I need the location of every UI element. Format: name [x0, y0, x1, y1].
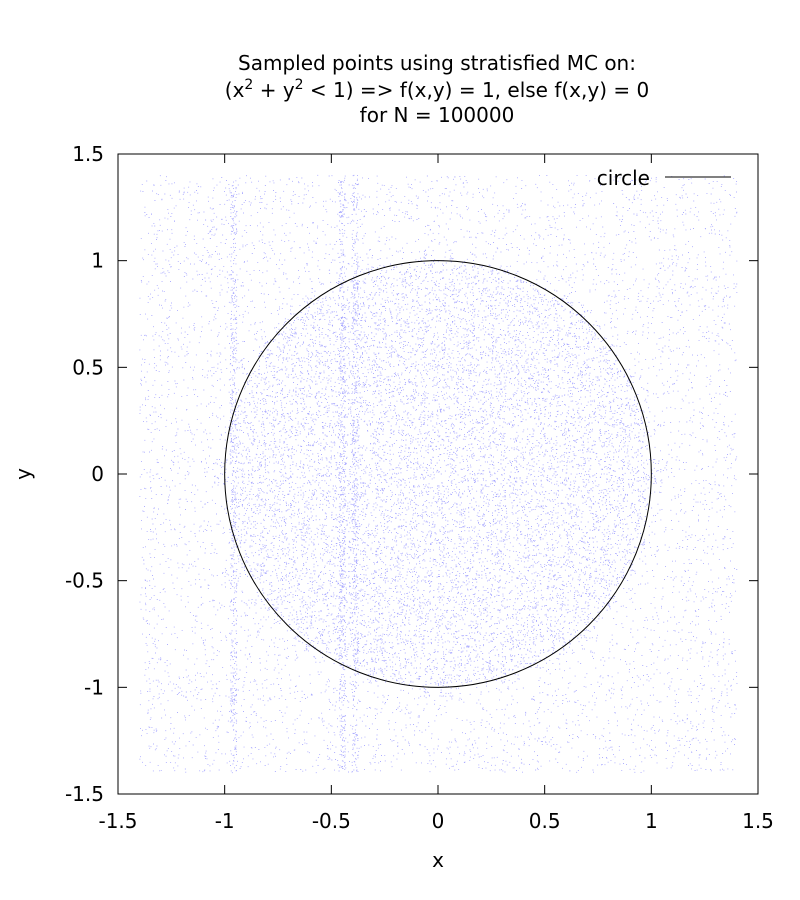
sample-points: [139, 174, 738, 774]
x-tick-label: 0.5: [529, 809, 561, 833]
y-tick-label: 0: [91, 462, 104, 486]
x-tick-label: 1: [645, 809, 658, 833]
y-axis-label: y: [11, 468, 35, 480]
title-line-2-part-3: < 1) => f(x,y) = 1, else f(x,y) = 0: [304, 78, 650, 102]
x-axis-label: x: [432, 848, 444, 872]
y-tick-label: 0.5: [72, 355, 104, 379]
y-tick-label: -0.5: [65, 569, 104, 593]
axis-ticks: -1.5 -1 -0.5 0 0.5 1 1.5 -1.5 -1 -0.5 0 0.5 1 1.5: [65, 142, 774, 833]
legend-label-circle: circle: [597, 166, 650, 190]
x-tick-label: -0.5: [312, 809, 351, 833]
circle-curve: [224, 260, 652, 688]
legend: circle: [597, 166, 731, 190]
y-tick-label: -1.5: [65, 782, 104, 806]
y-tick-label: 1: [91, 249, 104, 273]
x-tick-label: -1.5: [98, 809, 137, 833]
title-line-2: (x2 + y2 < 1) => f(x,y) = 1, else f(x,y)…: [225, 77, 649, 102]
title-line-2-sup-1: 2: [244, 77, 253, 93]
x-tick-label: 1.5: [742, 809, 774, 833]
x-tick-label: -1: [215, 809, 235, 833]
title-line-2-part-2: + y: [253, 78, 294, 102]
x-tick-label: 0: [432, 809, 445, 833]
chart-title: Sampled points using stratisfied MC on: …: [225, 51, 649, 127]
title-line-2-part-1: (x: [225, 78, 245, 102]
title-line-2-sup-2: 2: [295, 77, 304, 93]
title-line-3: for N = 100000: [360, 103, 515, 127]
y-tick-label: -1: [84, 675, 104, 699]
title-line-1: Sampled points using stratisfied MC on:: [238, 51, 636, 75]
y-tick-label: 1.5: [72, 142, 104, 166]
sample-points-path: [139, 174, 738, 774]
plot-border: [117, 153, 759, 795]
